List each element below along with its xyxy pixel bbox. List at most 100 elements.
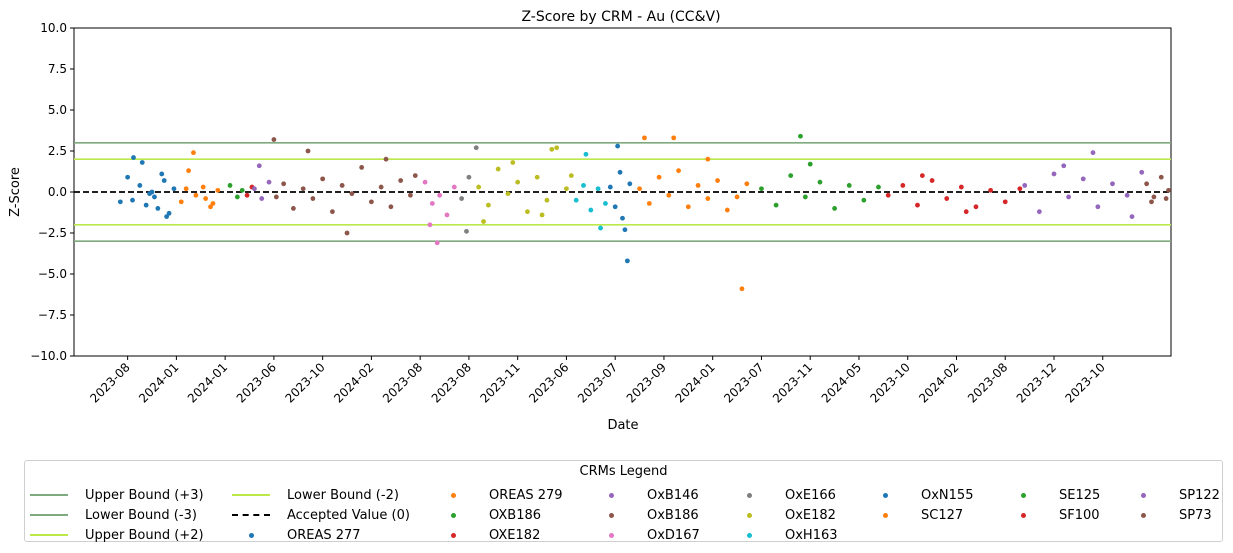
x-tick-label-6: 2023-08 — [380, 360, 425, 405]
legend-item: OxB146 — [591, 485, 700, 505]
point-13-11 — [963, 209, 969, 215]
point-11-0 — [637, 186, 642, 192]
x-axis-label: Date — [607, 418, 638, 433]
legend-swatch — [729, 505, 769, 525]
point-13-3 — [929, 178, 935, 183]
legend-item: OxH163 — [729, 525, 838, 545]
legend-label: OxH163 — [785, 527, 838, 543]
y-tick-label-4: 0.0 — [48, 185, 67, 199]
x-tick-label-2: 2024-01 — [185, 360, 230, 405]
legend-label: OxB146 — [647, 487, 699, 503]
legend-swatch — [433, 485, 473, 505]
point-14-10 — [1090, 150, 1096, 156]
point-5-10 — [369, 199, 374, 205]
x-tick-label-0: 2023-08 — [87, 360, 132, 405]
legend-label: SP122 — [1179, 487, 1220, 503]
point-7-0 — [459, 196, 465, 201]
point-2-0 — [227, 183, 233, 188]
point-5-2 — [291, 206, 296, 211]
point-9-1 — [581, 183, 586, 188]
y-axis-ticks: 10.0 7.5 5.0 2.5 0.0 −2.5 −5.0 −7.5 −10.0 — [30, 21, 74, 363]
y-tick-label-7: −7.5 — [38, 308, 67, 322]
point-1-2 — [193, 192, 199, 198]
reference-lines — [74, 142, 1171, 242]
legend-label: SC127 — [921, 507, 964, 523]
legend-swatch — [865, 485, 905, 505]
legend-item: Upper Bound (+3) — [29, 485, 204, 505]
point-11-14 — [705, 156, 711, 162]
point-5-15 — [271, 137, 277, 142]
legend-item: Upper Bound (+2) — [29, 525, 204, 545]
point-10-5 — [615, 143, 621, 149]
point-11-5 — [685, 204, 691, 210]
x-tick-label-8: 2023-11 — [477, 360, 522, 405]
legend-item: SE125 — [1003, 485, 1100, 505]
y-tick-label-1: 7.5 — [48, 62, 67, 76]
point-13-2 — [915, 202, 920, 208]
point-8-11 — [510, 160, 516, 165]
crm-legend: CRMs Legend Upper Bound (+3) Lower Bound … — [24, 460, 1223, 545]
point-11-13 — [671, 135, 677, 141]
point-14-9 — [1061, 163, 1067, 169]
legend-swatch — [729, 525, 769, 545]
point-11-7 — [705, 196, 711, 201]
legend-item: OxD167 — [591, 525, 700, 545]
legend-label: Upper Bound (+2) — [85, 527, 204, 543]
point-13-1 — [900, 183, 906, 188]
point-15-0 — [1144, 181, 1150, 187]
point-7-1 — [466, 174, 472, 180]
x-tick-label-17: 2024-02 — [916, 360, 961, 405]
point-12-6 — [846, 183, 852, 188]
x-tick-label-18: 2023-08 — [965, 360, 1010, 405]
point-0-10 — [139, 160, 145, 165]
legend-swatch — [591, 485, 631, 505]
point-8-13 — [568, 173, 574, 179]
point-8-2 — [495, 166, 501, 172]
point-13-7 — [988, 187, 994, 193]
legend-swatch — [729, 485, 769, 505]
x-tick-label-15: 2024-05 — [819, 360, 864, 405]
legend-swatch — [1123, 485, 1163, 505]
point-0-11 — [152, 194, 157, 200]
point-6-0 — [422, 179, 428, 185]
legend-swatch — [591, 505, 631, 525]
legend-item: SC127 — [865, 505, 973, 525]
y-tick-label-8: −10.0 — [30, 349, 67, 363]
zscore-chart: Z-Score by CRM - Au (CC&V) 10.0 7.5 5.0 2.5… — [8, 9, 1172, 433]
point-5-12 — [388, 204, 394, 210]
legend-swatch — [231, 485, 271, 505]
point-0-4 — [143, 202, 149, 208]
legend-label: Lower Bound (-2) — [287, 487, 399, 503]
point-14-4 — [1080, 176, 1086, 182]
point-14-11 — [1129, 214, 1135, 220]
point-1-5 — [215, 187, 221, 193]
point-10-4 — [627, 181, 633, 187]
x-tick-label-12: 2024-01 — [672, 360, 717, 405]
point-15-3 — [1166, 187, 1171, 193]
point-14-3 — [1066, 194, 1072, 200]
point-8-7 — [544, 197, 550, 203]
point-9-0 — [573, 197, 579, 203]
legend-swatch — [231, 525, 271, 545]
x-tick-label-16: 2023-10 — [867, 360, 912, 405]
point-11-10 — [734, 194, 740, 200]
point-5-7 — [339, 183, 345, 188]
point-5-0 — [273, 194, 279, 200]
point-5-14 — [408, 192, 413, 198]
point-13-0 — [885, 192, 891, 198]
point-5-19 — [412, 173, 418, 179]
point-0-8 — [166, 210, 172, 216]
point-13-6 — [973, 204, 979, 210]
point-12-0 — [759, 186, 764, 192]
point-1-7 — [203, 196, 209, 201]
point-0-3 — [137, 183, 143, 188]
point-13-4 — [944, 196, 950, 201]
point-12-7 — [861, 197, 867, 203]
point-15-4 — [1149, 199, 1154, 205]
point-6-1 — [429, 201, 435, 206]
point-10-2 — [617, 169, 623, 175]
point-0-15 — [130, 197, 135, 203]
x-tick-label-19: 2023-12 — [1014, 360, 1059, 405]
point-8-4 — [515, 179, 521, 185]
point-15-2 — [1158, 174, 1164, 180]
